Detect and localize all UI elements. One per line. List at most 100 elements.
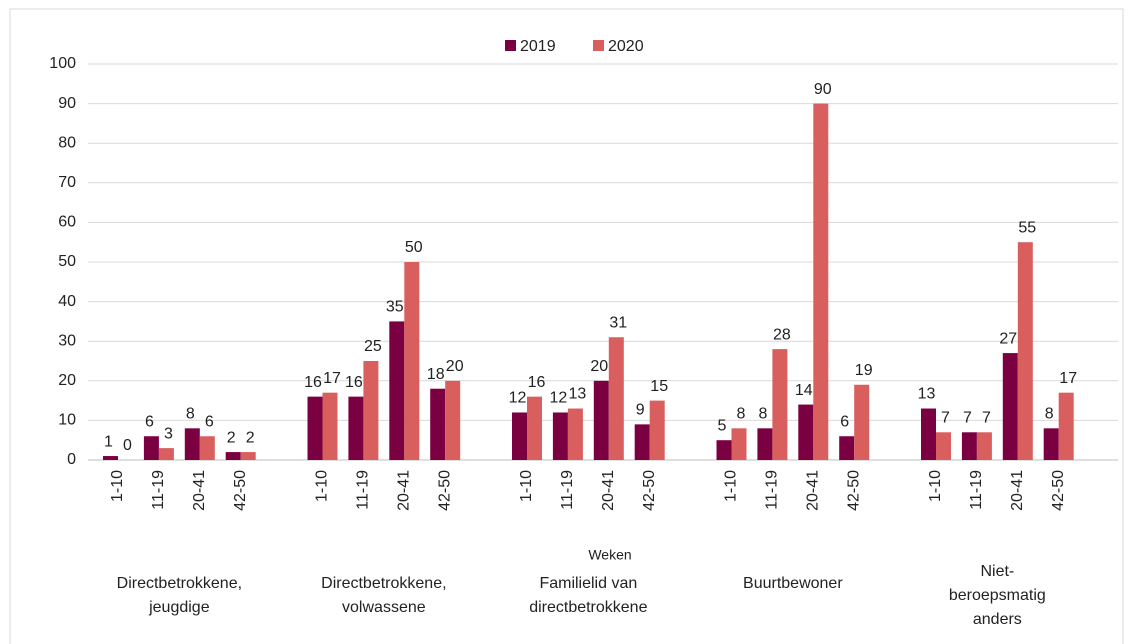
value-label: 16 [304, 374, 322, 391]
value-label: 3 [164, 425, 173, 442]
bar [512, 412, 527, 460]
legend-swatch [593, 40, 604, 51]
x-tick-label: 20-41 [600, 470, 617, 511]
bar [184, 428, 200, 460]
bar [1002, 353, 1018, 460]
value-label: 13 [569, 386, 587, 403]
x-tick-label: 42-50 [845, 470, 862, 511]
y-tick-label: 50 [58, 253, 76, 270]
value-label: 55 [1018, 219, 1036, 236]
value-label: 12 [509, 390, 527, 407]
value-label: 8 [758, 406, 767, 423]
value-label: 17 [323, 370, 341, 387]
bar [363, 361, 379, 460]
bar [103, 456, 118, 460]
bar [593, 380, 609, 460]
value-label: 25 [364, 338, 382, 355]
x-tick-label: 42-50 [232, 470, 249, 511]
bar [1017, 242, 1033, 460]
value-label: 27 [999, 330, 1017, 347]
bar [225, 452, 241, 460]
x-tick-label: 20-41 [805, 470, 822, 511]
x-tick-label: 11-19 [559, 470, 576, 510]
x-tick-label: 11-19 [764, 470, 781, 510]
x-axis-label: Weken [588, 547, 631, 563]
x-tick-label: 20-41 [191, 470, 208, 511]
y-tick-label: 80 [58, 134, 76, 151]
bar [649, 400, 665, 460]
x-tick-label: 42-50 [641, 470, 658, 511]
value-label: 1 [104, 433, 113, 450]
value-label: 20 [590, 358, 608, 375]
x-tick-label: 1-10 [109, 470, 126, 502]
bar [143, 436, 159, 460]
value-label: 15 [650, 378, 668, 395]
x-tick-label: 1-10 [518, 470, 535, 502]
value-label: 6 [145, 413, 154, 430]
bar [798, 404, 814, 460]
value-label: 2 [246, 429, 255, 446]
bar [307, 396, 323, 460]
value-label: 6 [205, 413, 214, 430]
bar [961, 432, 977, 460]
y-tick-label: 100 [49, 55, 76, 72]
group-label: Directbetrokkene, jeugdige [116, 575, 243, 616]
bar [527, 396, 542, 460]
bar [608, 337, 624, 460]
value-label: 5 [718, 417, 727, 434]
value-label: 16 [528, 374, 546, 391]
x-tick-label: 20-41 [1009, 470, 1026, 511]
x-tick-label: 1-10 [723, 470, 740, 502]
y-tick-label: 30 [58, 332, 76, 349]
value-label: 28 [773, 326, 791, 343]
y-tick-label: 0 [67, 451, 76, 468]
y-tick-label: 40 [58, 293, 76, 310]
value-label: 16 [345, 374, 363, 391]
value-label: 35 [386, 299, 404, 316]
bar [322, 392, 338, 460]
bar [731, 428, 747, 460]
bar [976, 432, 992, 460]
value-label: 2 [227, 429, 236, 446]
bar [240, 452, 256, 460]
value-label: 7 [963, 409, 972, 426]
group-label: Directbetrokkene, volwassene [321, 575, 447, 616]
bar [757, 428, 773, 460]
bar [1058, 392, 1074, 460]
value-label: 31 [609, 314, 627, 331]
x-tick-label: 1-10 [314, 470, 331, 502]
bar [716, 440, 732, 460]
y-tick-label: 10 [58, 412, 76, 429]
bar [772, 349, 788, 460]
bar [1043, 428, 1059, 460]
bar [158, 448, 174, 460]
value-label: 8 [1045, 406, 1054, 423]
x-tick-label: 42-50 [436, 470, 453, 511]
chart-border [9, 8, 1124, 644]
bar [348, 396, 364, 460]
x-tick-label: 11-19 [150, 470, 167, 510]
value-label: 8 [737, 406, 746, 423]
bar [404, 262, 420, 460]
value-label: 14 [795, 382, 813, 399]
bar [552, 412, 568, 460]
value-label: 7 [941, 409, 950, 426]
value-label: 18 [427, 366, 445, 383]
x-tick-label: 11-19 [968, 470, 985, 510]
value-label: 9 [636, 402, 645, 419]
bar [430, 388, 446, 460]
group-label: Buurtbewoner [743, 575, 843, 592]
legend-label: 2020 [608, 38, 644, 55]
bar [839, 436, 855, 460]
value-label: 6 [840, 413, 849, 430]
y-tick-label: 20 [58, 372, 76, 389]
value-label: 17 [1059, 370, 1077, 387]
value-label: 7 [982, 409, 991, 426]
value-label: 50 [405, 239, 423, 256]
group-label: Niet-beroepsmatig anders [948, 563, 1046, 628]
bar [813, 103, 829, 460]
y-tick-label: 60 [58, 214, 76, 231]
x-tick-label: 42-50 [1050, 470, 1067, 511]
value-label: 19 [855, 362, 873, 379]
